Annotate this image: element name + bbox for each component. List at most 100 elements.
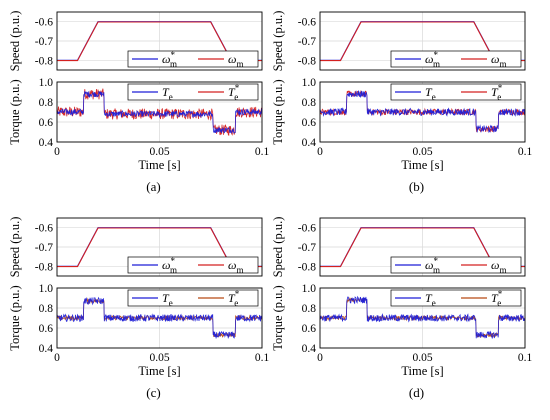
y-tick-label: 1.0 [302, 283, 317, 295]
x-tick-label: 0.1 [518, 146, 533, 158]
speed-legend: ω* m ωm [390, 50, 522, 69]
speed-subplot: -0.6 -0.7 -0.8 ω* m ωm Speed (p.u.) [8, 11, 263, 71]
speed-axis-label: Speed (p.u.) [8, 217, 22, 278]
y-tick-label: -0.7 [35, 242, 53, 254]
legend-box [390, 83, 522, 101]
legend-label: T* e [228, 289, 240, 308]
legend-label: Te [162, 291, 173, 308]
x-tick-label: 0.05 [149, 352, 169, 364]
y-tick-label: 0.4 [302, 137, 317, 149]
torque-line-measured [319, 295, 525, 339]
x-tick-label: 0.1 [518, 352, 533, 364]
x-axis-label: Time [s] [138, 158, 180, 172]
legend-label: T* e [228, 83, 240, 102]
x-tick-label: 0.05 [412, 146, 432, 158]
legend-label: Te [425, 291, 436, 308]
torque-axes-frame [319, 287, 526, 349]
torque-legend: Te T* e [127, 83, 259, 102]
x-tick-label: 0.05 [149, 146, 169, 158]
speed-subplot: -0.6 -0.7 -0.8 ω* m ωm Speed (p.u.) [8, 217, 263, 278]
x-tick-label: 0.1 [255, 352, 270, 364]
speed-axes-frame [56, 217, 263, 277]
torque-legend: Te T* e [390, 83, 522, 102]
x-tick-label: 0.1 [255, 146, 270, 158]
y-tick-label: 0.8 [39, 97, 54, 109]
legend-label: Te [425, 85, 436, 102]
legend-label: T* e [491, 83, 503, 102]
x-tick-label: 0 [54, 352, 60, 364]
torque-subplot: 1.0 0.8 0.6 0.4 Te T* e Torque (p.u.) 0 0.05 0.1 Ti… [271, 283, 532, 378]
torque-legend: Te T* e [390, 289, 522, 308]
legend-label: ωm [228, 258, 244, 275]
speed-subplot: -0.6 -0.7 -0.8 ω* m ωm Speed (p.u.) [271, 11, 526, 72]
y-tick-label: -0.6 [35, 17, 53, 29]
legend-label: ωm [491, 52, 507, 69]
panel-caption: (b) [409, 179, 424, 194]
x-tick-label: 0 [317, 352, 323, 364]
x-axis-label: Time [s] [401, 364, 443, 378]
legend-label: ω* m [162, 50, 177, 69]
torque-line-measured [319, 90, 526, 134]
y-tick-label: 0.4 [39, 343, 54, 355]
panel-caption: (a) [146, 179, 160, 194]
torque-subplot: 1.0 0.8 0.6 0.4 Te T* e Torque (p.u.) 0 0.05 0.1 Ti… [8, 77, 269, 172]
torque-axis-label: Torque (p.u.) [8, 79, 22, 144]
speed-subplot: -0.6 -0.7 -0.8 ω* m ωm Speed (p.u.) [271, 217, 526, 278]
torque-axes-frame [56, 81, 263, 143]
speed-legend: ω* m ωm [127, 256, 259, 275]
torque-subplot: 1.0 0.8 0.6 0.4 Te T* e Torque (p.u.) 0 0.05 0.1 Ti… [271, 77, 532, 172]
torque-axes-frame [319, 81, 526, 143]
y-tick-label: 0.6 [39, 323, 54, 335]
y-tick-label: -0.7 [298, 36, 316, 48]
panel-1: -0.6 -0.7 -0.8 ω* m ωm Speed (p.u.) 1.0 0.8 0.6 0.… [8, 11, 269, 194]
torque-axes-frame [56, 287, 263, 349]
legend-box [127, 289, 259, 307]
y-tick-label: -0.6 [35, 223, 53, 235]
speed-axes-frame [319, 11, 526, 71]
x-tick-label: 0 [54, 146, 60, 158]
legend-label: ω* m [425, 256, 440, 275]
panel-caption: (d) [409, 385, 424, 400]
speed-legend: ω* m ωm [127, 50, 259, 69]
y-tick-label: 1.0 [302, 77, 317, 89]
y-tick-label: 1.0 [39, 77, 54, 89]
y-tick-label: -0.6 [298, 17, 316, 29]
torque-axis-label: Torque (p.u.) [271, 285, 285, 350]
torque-line-reference [319, 90, 526, 133]
y-tick-label: -0.8 [35, 261, 53, 273]
torque-line-measured [56, 91, 263, 134]
y-tick-label: 0.6 [302, 323, 317, 335]
torque-subplot: 1.0 0.8 0.6 0.4 Te T* e Torque (p.u.) 0 0.05 0.1 Ti… [8, 283, 269, 378]
speed-legend: ω* m ωm [390, 256, 522, 275]
torque-line-reference [56, 88, 263, 136]
y-tick-label: 0.4 [302, 343, 317, 355]
y-tick-label: -0.6 [298, 223, 316, 235]
panel-3: -0.6 -0.7 -0.8 ω* m ωm Speed (p.u.) 1.0 0.8 0.6 0.… [8, 217, 269, 400]
panel-caption: (c) [146, 385, 160, 400]
legend-box [390, 256, 522, 274]
legend-box [127, 256, 259, 274]
y-tick-label: 0.8 [302, 303, 317, 315]
torque-legend: Te T* e [127, 289, 259, 308]
y-tick-label: 0.6 [302, 117, 317, 129]
legend-box [390, 50, 522, 68]
y-tick-label: 0.4 [39, 137, 54, 149]
y-tick-label: 0.8 [302, 97, 317, 109]
legend-box [390, 289, 522, 307]
x-axis-label: Time [s] [401, 158, 443, 172]
legend-label: T* e [491, 289, 503, 308]
speed-axis-label: Speed (p.u.) [271, 11, 285, 72]
legend-label: Te [162, 85, 173, 102]
y-tick-label: 0.8 [39, 303, 54, 315]
panel-4: -0.6 -0.7 -0.8 ω* m ωm Speed (p.u.) 1.0 0.8 0.6 0.… [271, 217, 532, 400]
torque-axis-label: Torque (p.u.) [271, 79, 285, 144]
speed-axes-frame [56, 11, 263, 71]
torque-axis-label: Torque (p.u.) [8, 285, 22, 350]
legend-label: ω* m [425, 50, 440, 69]
speed-axis-label: Speed (p.u.) [271, 217, 285, 278]
y-tick-label: -0.7 [35, 36, 53, 48]
y-tick-label: -0.8 [298, 55, 316, 67]
legend-label: ω* m [162, 256, 177, 275]
panel-2: -0.6 -0.7 -0.8 ω* m ωm Speed (p.u.) 1.0 0.8 0.6 0.… [271, 11, 532, 194]
